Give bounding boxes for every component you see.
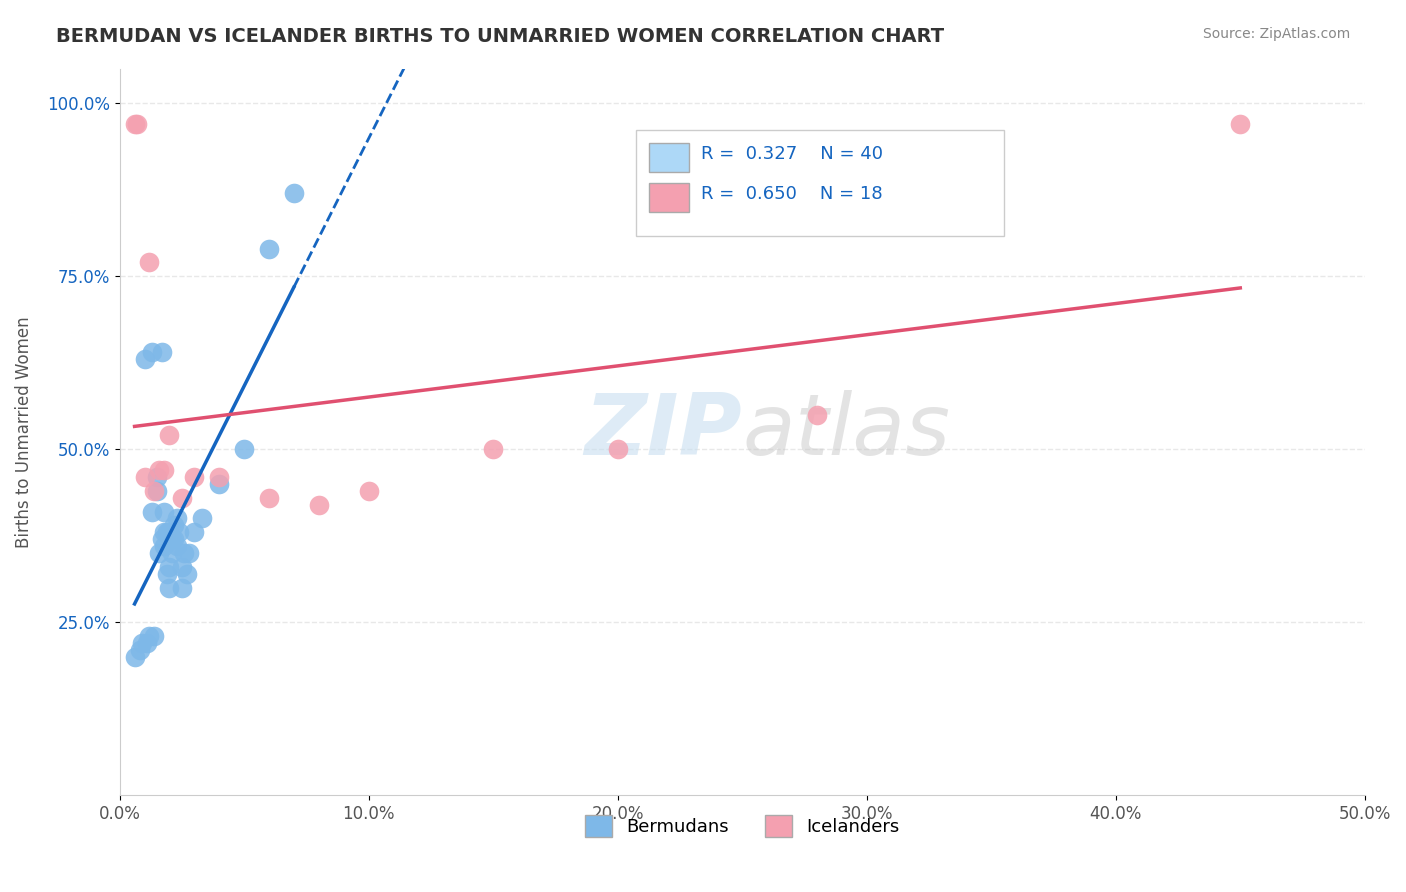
Point: [124, 649, 146, 664]
FancyBboxPatch shape: [648, 184, 689, 212]
Y-axis label: Births to Unmarried Women: Births to Unmarried Women: [15, 316, 32, 548]
Point: [156, 566, 179, 581]
Point: [156, 525, 179, 540]
Point: [157, 560, 180, 574]
Point: [128, 643, 150, 657]
Point: [148, 546, 170, 560]
Point: [163, 533, 186, 547]
Text: R =  0.327    N = 40: R = 0.327 N = 40: [702, 145, 883, 163]
Point: [357, 483, 380, 498]
Point: [160, 533, 183, 547]
Text: BERMUDAN VS ICELANDER BIRTHS TO UNMARRIED WOMEN CORRELATION CHART: BERMUDAN VS ICELANDER BIRTHS TO UNMARRIE…: [56, 27, 945, 45]
Point: [157, 581, 180, 595]
Point: [138, 629, 160, 643]
Point: [136, 636, 159, 650]
FancyBboxPatch shape: [648, 144, 689, 172]
Point: [208, 476, 231, 491]
Point: [153, 525, 176, 540]
Point: [606, 442, 628, 457]
Point: [1229, 117, 1251, 131]
Point: [176, 566, 198, 581]
Point: [163, 518, 186, 533]
Point: [124, 117, 146, 131]
Point: [169, 525, 191, 540]
Point: [170, 491, 193, 505]
Point: [146, 483, 169, 498]
Point: [153, 539, 176, 553]
Point: [150, 533, 173, 547]
Point: [125, 117, 148, 131]
Point: [170, 560, 193, 574]
Text: atlas: atlas: [742, 391, 950, 474]
Text: R =  0.650    N = 18: R = 0.650 N = 18: [702, 186, 883, 203]
Point: [131, 636, 153, 650]
Text: ZIP: ZIP: [585, 391, 742, 474]
Point: [143, 629, 166, 643]
Point: [157, 525, 180, 540]
Point: [170, 581, 193, 595]
Point: [308, 498, 330, 512]
Point: [138, 255, 160, 269]
Point: [160, 546, 183, 560]
Point: [166, 539, 188, 553]
FancyBboxPatch shape: [637, 130, 1004, 235]
Point: [233, 442, 256, 457]
Point: [146, 470, 169, 484]
Text: Source: ZipAtlas.com: Source: ZipAtlas.com: [1202, 27, 1350, 41]
Point: [134, 352, 156, 367]
Point: [157, 428, 180, 442]
Point: [283, 186, 305, 201]
Legend: Bermudans, Icelanders: Bermudans, Icelanders: [578, 808, 907, 845]
Point: [141, 345, 163, 359]
Point: [134, 470, 156, 484]
Point: [179, 546, 201, 560]
Point: [141, 505, 163, 519]
Point: [148, 463, 170, 477]
Point: [183, 525, 205, 540]
Point: [173, 546, 195, 560]
Point: [143, 483, 166, 498]
Point: [257, 242, 280, 256]
Point: [806, 408, 828, 422]
Point: [257, 491, 280, 505]
Point: [153, 463, 176, 477]
Point: [183, 470, 205, 484]
Point: [482, 442, 505, 457]
Point: [153, 505, 176, 519]
Point: [150, 345, 173, 359]
Point: [208, 470, 231, 484]
Point: [191, 511, 214, 525]
Point: [166, 511, 188, 525]
